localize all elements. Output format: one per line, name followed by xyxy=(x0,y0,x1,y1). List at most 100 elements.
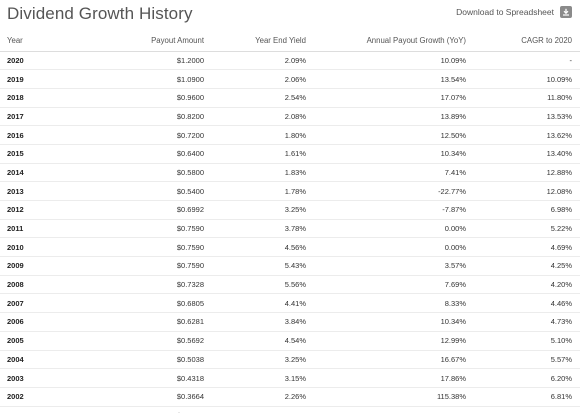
cell-payout-amount: $1.0900 xyxy=(60,69,207,89)
header-payout-amount[interactable]: Payout Amount xyxy=(60,31,207,52)
cell-cagr: 12.08% xyxy=(469,181,580,201)
cell-year: 2015 xyxy=(0,144,60,164)
cell-year-end-yield: 1.22% xyxy=(207,406,309,413)
cell-year-end-yield: 5.56% xyxy=(207,275,309,295)
cell-annual-growth: 10.34% xyxy=(309,312,469,332)
cell-annual-growth: 8.33% xyxy=(309,293,469,314)
cell-annual-growth: 17.86% xyxy=(309,368,469,388)
cell-year: 2012 xyxy=(0,200,60,220)
table-row: 2002 $0.3664 2.26% 115.38% 6.81% xyxy=(0,387,580,407)
cell-annual-growth: 10.34% xyxy=(309,144,469,164)
cell-payout-amount: $0.7590 xyxy=(60,256,207,276)
header-year-end-yield[interactable]: Year End Yield xyxy=(207,31,309,52)
cell-year-end-yield: 2.54% xyxy=(207,88,309,108)
cell-payout-amount: $0.6281 xyxy=(60,312,207,332)
cell-annual-growth: 7.69% xyxy=(309,275,469,295)
table-row: 2006 $0.6281 3.84% 10.34% 4.73% xyxy=(0,312,580,332)
table-row: 2005 $0.5692 4.54% 12.99% 5.10% xyxy=(0,331,580,351)
cell-annual-growth: 7.41% xyxy=(309,163,469,183)
table-row: 2013 $0.5400 1.78% -22.77% 12.08% xyxy=(0,181,580,201)
cell-year: 2020 xyxy=(0,51,60,71)
cell-cagr: 6.81% xyxy=(469,387,580,407)
header-annual-payout-growth[interactable]: Annual Payout Growth (YoY) xyxy=(309,31,469,52)
table-row: 2004 $0.5038 3.25% 16.67% 5.57% xyxy=(0,350,580,370)
cell-year-end-yield: 1.61% xyxy=(207,144,309,164)
cell-annual-growth: - xyxy=(309,406,469,413)
cell-year: 2007 xyxy=(0,293,60,314)
cell-annual-growth: 0.00% xyxy=(309,237,469,258)
page-title: Dividend Growth History xyxy=(7,4,193,23)
cell-payout-amount: $0.5038 xyxy=(60,350,207,370)
cell-year: 2003 xyxy=(0,368,60,388)
cell-year: 2014 xyxy=(0,163,60,183)
cell-annual-growth: 12.99% xyxy=(309,331,469,351)
cell-annual-growth: 13.54% xyxy=(309,69,469,89)
cell-year-end-yield: 3.25% xyxy=(207,350,309,370)
cell-year: 2010 xyxy=(0,237,60,258)
cell-payout-amount: $1.2000 xyxy=(60,51,207,71)
table-row: 2018 $0.9600 2.54% 17.07% 11.80% xyxy=(0,88,580,108)
header-year[interactable]: Year xyxy=(0,31,60,52)
cell-year-end-yield: 5.43% xyxy=(207,256,309,276)
cell-cagr: 5.22% xyxy=(469,219,580,239)
cell-payout-amount: $0.7590 xyxy=(60,219,207,239)
cell-year-end-yield: 4.56% xyxy=(207,237,309,258)
cell-annual-growth: -22.77% xyxy=(309,181,469,201)
table-row: 2007 $0.6805 4.41% 8.33% 4.46% xyxy=(0,293,580,314)
cell-year: 2004 xyxy=(0,350,60,370)
cell-cagr: 4.69% xyxy=(469,237,580,258)
header-cagr[interactable]: CAGR to 2020 xyxy=(469,31,580,52)
cell-annual-growth: 13.89% xyxy=(309,107,469,127)
cell-payout-amount: $0.5692 xyxy=(60,331,207,351)
cell-year-end-yield: 3.25% xyxy=(207,200,309,220)
cell-cagr: 13.53% xyxy=(469,107,580,127)
cell-cagr: 10.09% xyxy=(469,69,580,89)
cell-payout-amount: $0.1701 xyxy=(60,406,207,413)
cell-year: 2016 xyxy=(0,125,60,145)
cell-year-end-yield: 3.78% xyxy=(207,219,309,239)
download-to-spreadsheet-button[interactable]: Download to Spreadsheet xyxy=(456,6,572,18)
table-row: 2009 $0.7590 5.43% 3.57% 4.25% xyxy=(0,256,580,276)
cell-year: 2005 xyxy=(0,331,60,351)
cell-payout-amount: $0.3664 xyxy=(60,387,207,407)
cell-annual-growth: 17.07% xyxy=(309,88,469,108)
cell-payout-amount: $0.5800 xyxy=(60,163,207,183)
cell-cagr: 5.57% xyxy=(469,350,580,370)
table-row: 2010 $0.7590 4.56% 0.00% 4.69% xyxy=(0,237,580,258)
cell-cagr: 13.62% xyxy=(469,125,580,145)
cell-year: 2017 xyxy=(0,107,60,127)
cell-year: 2006 xyxy=(0,312,60,332)
download-icon xyxy=(560,6,572,18)
cell-year: 2011 xyxy=(0,219,60,239)
cell-year-end-yield: 2.09% xyxy=(207,51,309,71)
table-row: 2011 $0.7590 3.78% 0.00% 5.22% xyxy=(0,219,580,239)
cell-cagr: - xyxy=(469,51,580,71)
cell-year: 2019 xyxy=(0,69,60,89)
table-row: 2003 $0.4318 3.15% 17.86% 6.20% xyxy=(0,368,580,388)
table-row: 2008 $0.7328 5.56% 7.69% 4.20% xyxy=(0,275,580,295)
cell-payout-amount: $0.4318 xyxy=(60,368,207,388)
cell-year-end-yield: 3.15% xyxy=(207,368,309,388)
cell-payout-amount: $0.8200 xyxy=(60,107,207,127)
table-row: 2019 $1.0900 2.06% 13.54% 10.09% xyxy=(0,69,580,89)
cell-cagr: 4.73% xyxy=(469,312,580,332)
cell-cagr: 5.10% xyxy=(469,331,580,351)
cell-annual-growth: 3.57% xyxy=(309,256,469,276)
cell-year: 2002 xyxy=(0,387,60,407)
cell-cagr: 6.98% xyxy=(469,200,580,220)
cell-year-end-yield: 4.54% xyxy=(207,331,309,351)
cell-cagr: 14.95% xyxy=(469,406,580,413)
dividend-history-table: Year Payout Amount Year End Yield Annual… xyxy=(0,31,580,413)
cell-payout-amount: $0.7328 xyxy=(60,275,207,295)
cell-cagr: 11.80% xyxy=(469,88,580,108)
cell-year-end-yield: 1.83% xyxy=(207,163,309,183)
cell-payout-amount: $0.6805 xyxy=(60,293,207,314)
cell-cagr: 4.25% xyxy=(469,256,580,276)
table-row: 2014 $0.5800 1.83% 7.41% 12.88% xyxy=(0,163,580,183)
cell-year-end-yield: 1.80% xyxy=(207,125,309,145)
download-label: Download to Spreadsheet xyxy=(456,7,554,17)
cell-payout-amount: $0.7200 xyxy=(60,125,207,145)
table-row: 2015 $0.6400 1.61% 10.34% 13.40% xyxy=(0,144,580,164)
